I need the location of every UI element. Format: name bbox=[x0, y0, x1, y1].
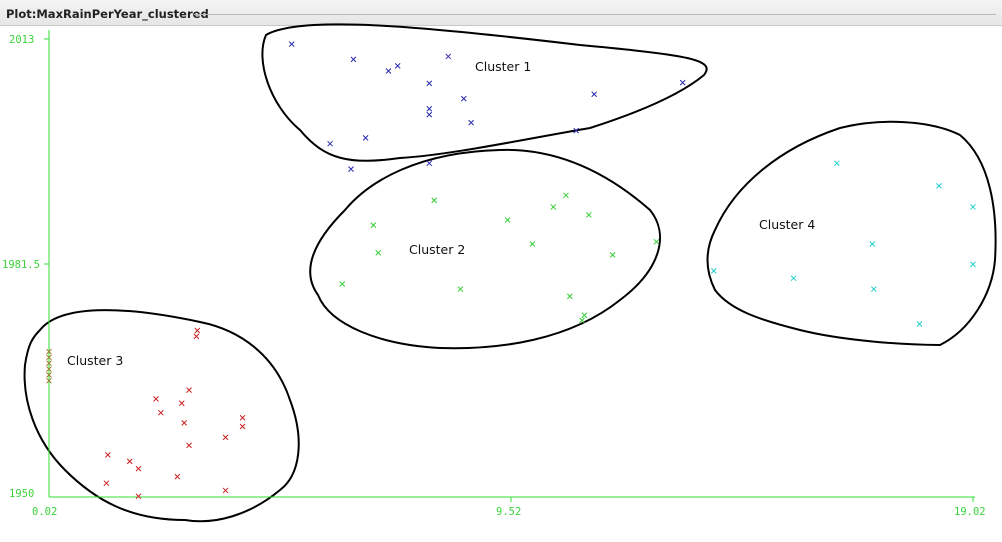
cluster-3-point-10 bbox=[153, 396, 159, 402]
cluster-2-point-3 bbox=[375, 249, 382, 256]
cluster-3-point-2 bbox=[46, 354, 52, 361]
cluster-1-point-1 bbox=[288, 41, 295, 47]
cluster-1-point-11 bbox=[591, 91, 598, 98]
cluster-3-point-21 bbox=[174, 473, 181, 480]
cluster-2-point-4 bbox=[504, 217, 511, 223]
cluster-3-point-17 bbox=[186, 442, 192, 449]
cluster-3-point-23 bbox=[135, 493, 142, 500]
cluster-2-label: Cluster 2 bbox=[409, 242, 465, 257]
cluster-3-point-14 bbox=[239, 414, 246, 421]
cluster-1-point-7 bbox=[426, 111, 433, 118]
cluster-3-point-18 bbox=[104, 451, 111, 458]
cluster-2-point-12 bbox=[457, 286, 464, 292]
cluster-3-outline bbox=[23, 309, 300, 523]
axes: 2013 1981.5 1950 0.02 9.52 19.02 bbox=[2, 30, 986, 518]
cluster-3-point-7 bbox=[194, 327, 201, 334]
cluster-2-point-5 bbox=[529, 241, 536, 247]
cluster-2-point-2 bbox=[370, 222, 377, 228]
cluster-2-point-8 bbox=[585, 212, 592, 218]
cluster-1-point-8 bbox=[445, 53, 452, 60]
cluster-3-point-11 bbox=[157, 409, 164, 416]
cluster-1-point-12 bbox=[679, 79, 686, 86]
data-points bbox=[46, 41, 976, 500]
cluster-4-point-2 bbox=[936, 182, 942, 189]
cluster-4-point-4 bbox=[869, 241, 876, 247]
cluster-3-point-22 bbox=[103, 480, 110, 487]
cluster-4-point-5 bbox=[710, 268, 717, 274]
x-tick-label-right: 19.02 bbox=[954, 506, 986, 518]
cluster-4-point-6 bbox=[790, 275, 797, 282]
cluster-2-point-7 bbox=[563, 192, 569, 199]
cluster-1-point-5 bbox=[426, 80, 433, 87]
cluster-outlines bbox=[23, 23, 997, 523]
cluster-4-point-3 bbox=[970, 204, 976, 210]
cluster-labels: Cluster 1 Cluster 2 Cluster 3 Cluster 4 bbox=[67, 59, 815, 368]
cluster-2-point-11 bbox=[339, 281, 346, 287]
cluster-3-point-8 bbox=[193, 333, 200, 340]
cluster-3-point-3 bbox=[46, 360, 52, 367]
cluster-4-label: Cluster 4 bbox=[759, 217, 815, 232]
cluster-2-point-15 bbox=[579, 317, 585, 324]
cluster-1-point-14 bbox=[327, 140, 333, 147]
plot-title: Plot:MaxRainPerYear_clustered bbox=[6, 7, 209, 21]
cluster-3-label: Cluster 3 bbox=[67, 353, 123, 368]
cluster-3-point-1 bbox=[46, 348, 52, 355]
cluster-3-point-24 bbox=[222, 487, 229, 494]
cluster-1-point-17 bbox=[348, 166, 354, 172]
cluster-2-point-10 bbox=[653, 238, 660, 245]
cluster-1-point-15 bbox=[426, 160, 433, 167]
title-separator-line bbox=[194, 14, 996, 15]
cluster-2-point-14 bbox=[581, 312, 588, 319]
cluster-2-outline bbox=[309, 148, 661, 350]
cluster-4-outline bbox=[706, 120, 997, 347]
cluster-1-point-6 bbox=[426, 105, 433, 112]
cluster-3-point-9 bbox=[186, 387, 192, 393]
y-tick-label-top: 2013 bbox=[9, 34, 34, 46]
cluster-1-outline bbox=[261, 23, 708, 162]
cluster-4-point-9 bbox=[916, 321, 923, 327]
cluster-1-point-13 bbox=[362, 135, 369, 141]
y-tick-label-mid: 1981.5 bbox=[2, 259, 40, 271]
cluster-2-point-13 bbox=[566, 293, 573, 300]
cluster-4-point-1 bbox=[833, 160, 840, 167]
cluster-3-point-20 bbox=[135, 465, 142, 472]
cluster-1-point-3 bbox=[385, 68, 392, 74]
cluster-3-point-13 bbox=[181, 419, 188, 426]
cluster-1-point-9 bbox=[460, 95, 467, 102]
cluster-1-point-10 bbox=[468, 119, 474, 126]
cluster-3-point-5 bbox=[46, 372, 52, 378]
cluster-2-point-6 bbox=[550, 204, 557, 210]
cluster-3-point-12 bbox=[178, 400, 185, 407]
plot-title-bar: Plot:MaxRainPerYear_clustered bbox=[0, 0, 1002, 26]
cluster-3-point-16 bbox=[222, 434, 229, 441]
y-tick-label-bottom: 1950 bbox=[9, 488, 34, 500]
cluster-1-point-16 bbox=[573, 127, 580, 134]
cluster-4-point-7 bbox=[870, 286, 877, 292]
cluster-3-point-19 bbox=[126, 458, 133, 465]
cluster-3-point-4 bbox=[46, 366, 52, 372]
cluster-3-point-15 bbox=[239, 423, 246, 430]
cluster-1-point-2 bbox=[350, 56, 357, 63]
cluster-3-point-6 bbox=[46, 377, 52, 384]
cluster-1-label: Cluster 1 bbox=[475, 59, 531, 74]
cluster-1-point-4 bbox=[394, 63, 401, 69]
x-tick-label-left: 0.02 bbox=[32, 506, 57, 518]
cluster-2-point-1 bbox=[431, 197, 438, 204]
x-tick-label-mid: 9.52 bbox=[496, 506, 521, 518]
cluster-4-point-8 bbox=[970, 261, 976, 268]
cluster-2-point-9 bbox=[609, 252, 616, 258]
